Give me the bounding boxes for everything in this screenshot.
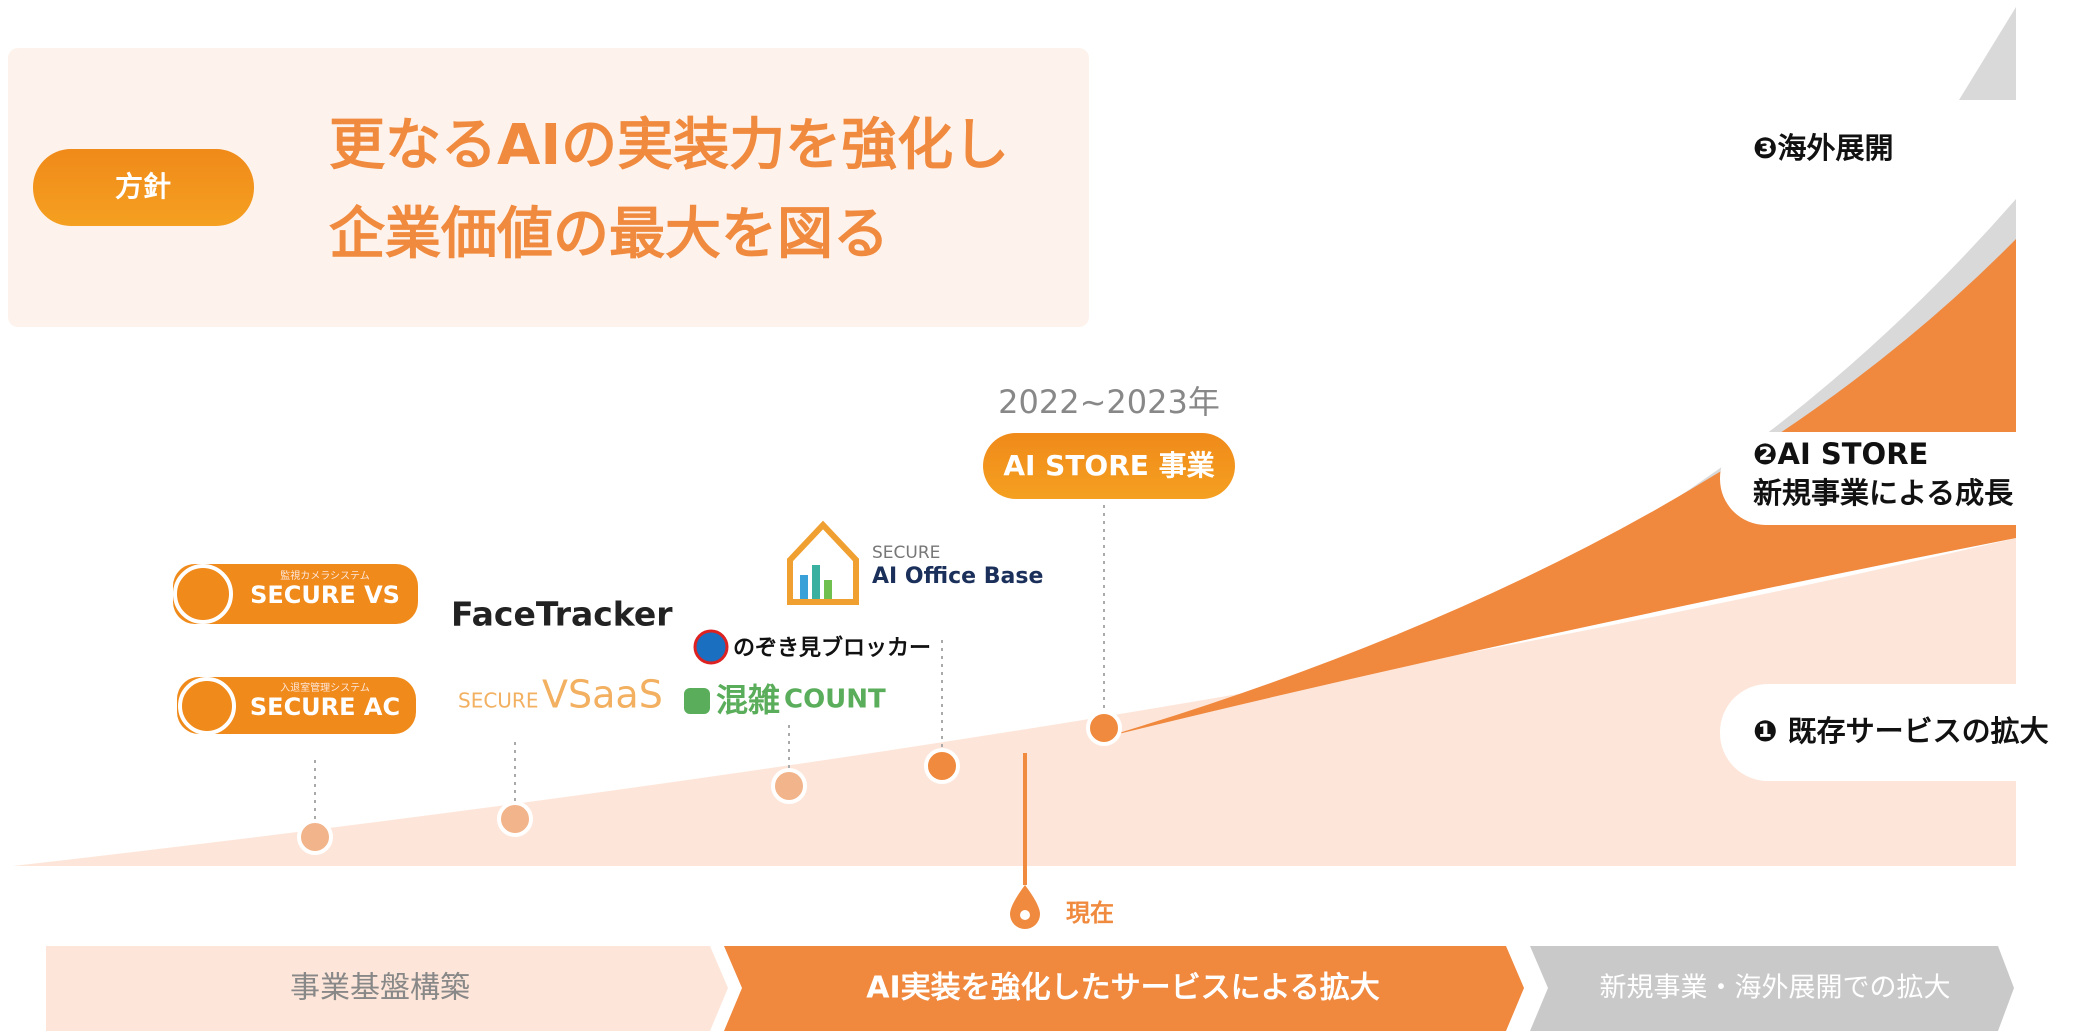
logo-text: VSaaS bbox=[542, 673, 663, 717]
now-label: 現在 bbox=[1066, 899, 1114, 927]
existing-area bbox=[13, 538, 2016, 866]
phase bbox=[1530, 946, 2014, 1031]
phase bbox=[46, 946, 728, 1031]
period: 2022~2023年 bbox=[998, 383, 1220, 421]
phase-label: AI実装を強化したサービスによる拡大 bbox=[866, 971, 1379, 1006]
growth-label: 新規事業による成長 bbox=[1753, 476, 2014, 510]
overseas-area bbox=[1959, 7, 2016, 100]
logo-text: FaceTracker bbox=[451, 595, 673, 634]
logo-text: SECURE VS bbox=[250, 581, 400, 609]
logo bbox=[177, 677, 416, 734]
logo bbox=[173, 564, 418, 624]
logo-text: SECURE AC bbox=[250, 693, 400, 721]
label-pill bbox=[1720, 432, 2083, 525]
logo-text: SECURE bbox=[872, 543, 940, 563]
headline: 更なるAIの実装力を強化し bbox=[329, 113, 1009, 178]
leader-lines bbox=[314, 505, 1105, 822]
label-pill bbox=[1720, 684, 2083, 781]
logo-text: AI Office Base bbox=[872, 564, 1043, 589]
growth-label: ❶ 既存サービスの拡大 bbox=[1753, 714, 2049, 748]
logo-text: のぞき見ブロッカー bbox=[733, 635, 931, 661]
logo-text: SECURE bbox=[458, 689, 538, 713]
logo-caption: 入退室管理システム bbox=[280, 681, 370, 694]
phase-label: 事業基盤構築 bbox=[290, 971, 470, 1006]
policy-pill bbox=[33, 149, 254, 226]
milestone-dots bbox=[297, 710, 1122, 855]
logo-caption: 監視カメラシステム bbox=[280, 569, 370, 582]
growth-label: ❸海外展開 bbox=[1753, 131, 1894, 165]
headline: 企業価値の最大を図る bbox=[329, 202, 889, 267]
phase-label: 新規事業・海外展開での拡大 bbox=[1600, 973, 1951, 1004]
growth-label: ❷AI STORE bbox=[1753, 437, 1928, 471]
logo-text: 混雑 bbox=[716, 681, 780, 719]
logo-text: COUNT bbox=[784, 685, 886, 715]
milestone-label: AI STORE 事業 bbox=[1003, 449, 1214, 482]
policy-box bbox=[8, 48, 1089, 327]
policy-label: 方針 bbox=[115, 170, 171, 203]
milestone-pill bbox=[983, 433, 1235, 499]
phase bbox=[724, 946, 1524, 1031]
now-marker bbox=[1010, 885, 1040, 929]
